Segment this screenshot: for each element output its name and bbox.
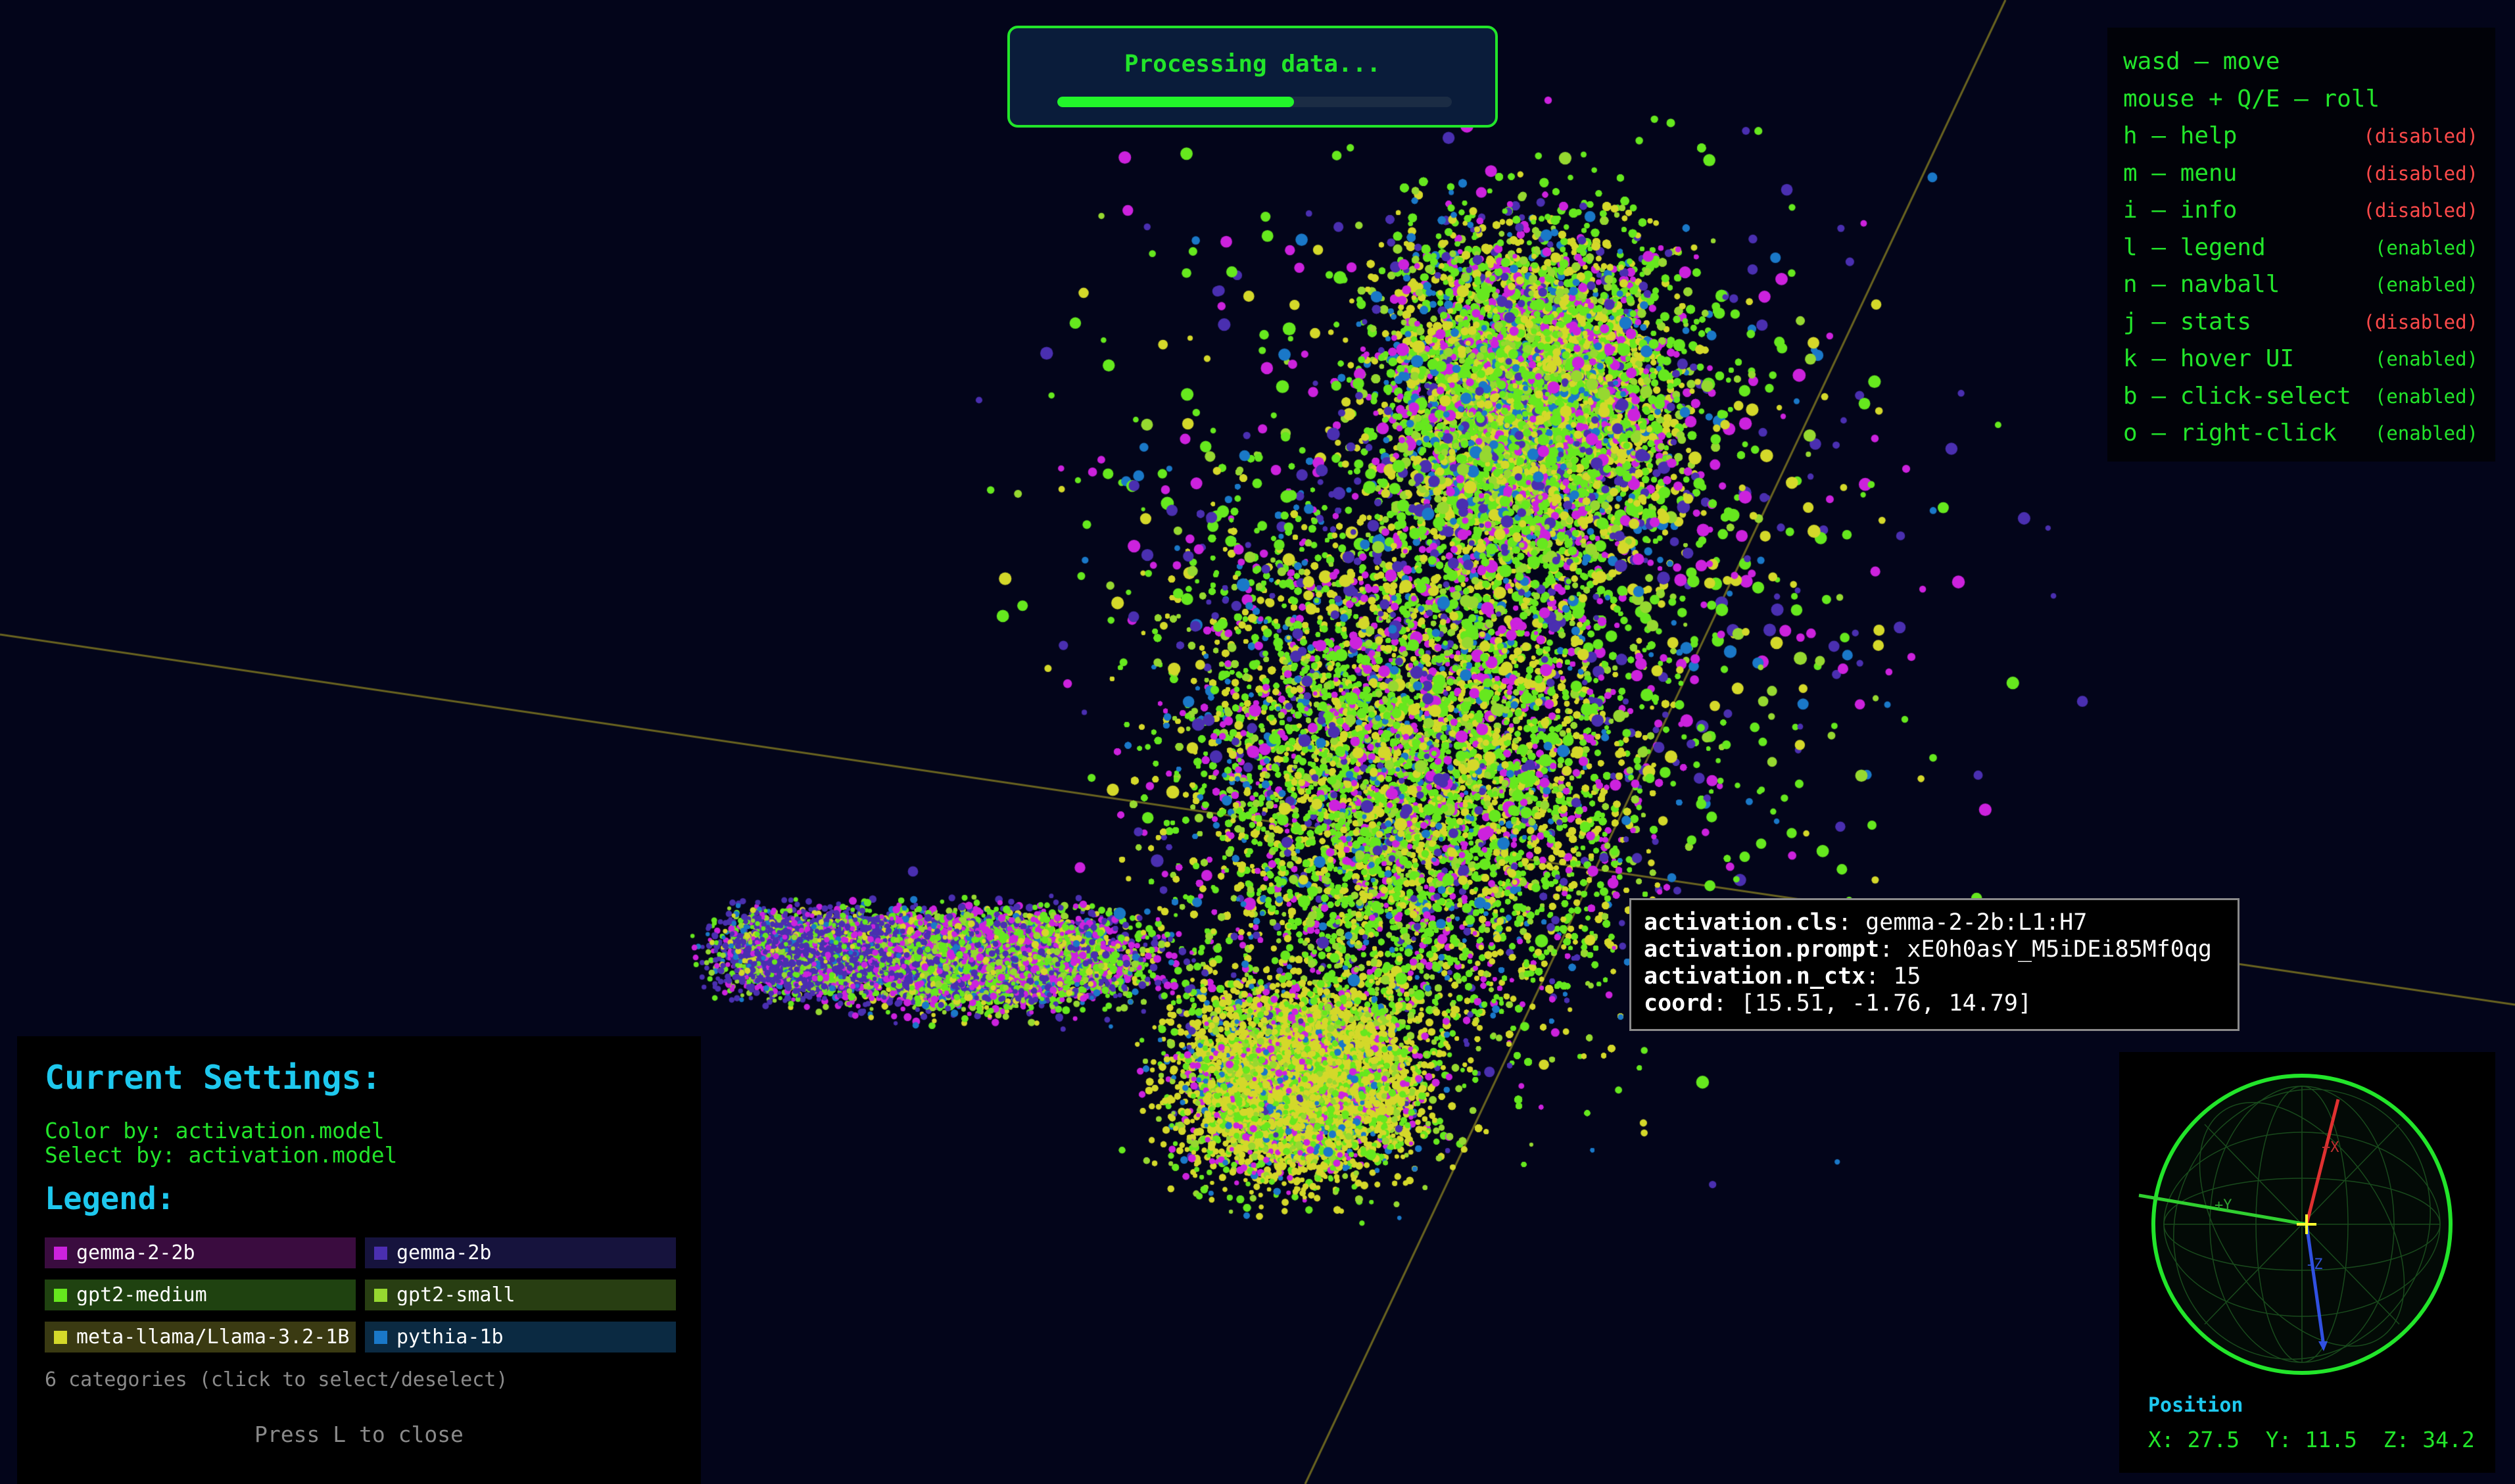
key-help-state: (enabled) (2374, 274, 2478, 296)
position-readout: X: 27.5 Y: 11.5 Z: 34.2 (2148, 1427, 2475, 1452)
key-help-row: m – menu (disabled) (2123, 156, 2478, 194)
legend-swatch (374, 1289, 387, 1302)
key-help-state: (enabled) (2374, 422, 2478, 444)
key-help-state: (enabled) (2374, 236, 2478, 259)
key-help-state: (disabled) (2363, 310, 2478, 333)
legend-item[interactable]: gemma-2b (365, 1237, 676, 1268)
progress-bar-fill (1057, 97, 1294, 107)
tooltip-row: activation.n_ctx: 15 (1644, 963, 1921, 990)
key-help-row: i – info (disabled) (2123, 193, 2478, 231)
tooltip-row: activation.prompt: xE0h0asY_M5iDEi85Mf0q… (1644, 936, 2212, 963)
tooltip-key: activation.cls (1644, 909, 1838, 936)
tooltip-value: gemma-2-2b:L1:H7 (1865, 909, 2088, 936)
legend-item[interactable]: gemma-2-2b (45, 1237, 356, 1268)
tooltip-row: activation.cls: gemma-2-2b:L1:H7 (1644, 909, 2088, 936)
legend-swatch (54, 1247, 67, 1260)
key-help-row: b – click-select (enabled) (2123, 379, 2478, 417)
navball-label-y: +Y (2215, 1197, 2232, 1214)
legend-label: gemma-2-2b (76, 1241, 195, 1264)
key-help-row: mouse + Q/E – roll (2123, 82, 2478, 120)
key-help-label: h – help (2123, 122, 2238, 149)
navball-z-arrow (2318, 1341, 2328, 1351)
keyboard-help-panel: wasd – move mouse + Q/E – roll h – help (di… (2107, 28, 2495, 462)
navball-panel: +X +Y -Z Position X: 27.5 Y: 11.5 Z: 34.… (2119, 1052, 2495, 1473)
key-help-state: (enabled) (2374, 348, 2478, 370)
legend-item[interactable]: meta-llama/Llama-3.2-1B (45, 1322, 356, 1352)
key-help-row: wasd – move (2123, 45, 2478, 82)
legend-label: gpt2-medium (76, 1283, 207, 1306)
key-help-state: (enabled) (2374, 385, 2478, 408)
tooltip-key: coord (1644, 990, 1713, 1017)
legend-label: meta-llama/Llama-3.2-1B (76, 1326, 350, 1349)
key-help-label: m – menu (2123, 159, 2238, 187)
legend-item[interactable]: gpt2-small (365, 1280, 676, 1310)
key-help-label: b – click-select (2123, 382, 2351, 410)
legend-close-hint: Press L to close (254, 1422, 464, 1447)
navball-z-axis (2305, 1224, 2325, 1342)
legend-title: Legend: (45, 1181, 176, 1217)
legend-swatch (374, 1247, 387, 1260)
settings-legend-panel: Current Settings: Color by: activation.m… (17, 1036, 701, 1484)
tooltip-value: [15.51, -1.76, 14.79] (1740, 990, 2032, 1017)
tooltip-row: coord: [15.51, -1.76, 14.79] (1644, 990, 2032, 1017)
navball-x-axis (2305, 1099, 2340, 1225)
navball-label-z: -Z (2305, 1257, 2323, 1273)
key-help-label: o – right-click (2123, 419, 2337, 446)
settings-title: Current Settings: (45, 1059, 381, 1097)
key-help-row: o – right-click (enabled) (2123, 416, 2478, 454)
position-title: Position (2148, 1394, 2243, 1417)
key-help-row: n – navball (enabled) (2123, 268, 2478, 305)
tooltip-value: 15 (1893, 963, 1921, 990)
legend-item[interactable]: gpt2-medium (45, 1280, 356, 1310)
color-by-setting: Color by: activation.model (45, 1118, 385, 1143)
legend-label: pythia-1b (396, 1326, 504, 1349)
tooltip-value: xE0h0asY_M5iDEi85Mf0qg (1907, 936, 2212, 963)
navball-y-axis (2138, 1193, 2307, 1226)
key-help-state: (disabled) (2363, 125, 2478, 147)
tooltip-key: activation.prompt (1644, 936, 1880, 963)
hover-tooltip: activation.cls: gemma-2-2b:L1:H7 activati… (1629, 898, 2240, 1031)
key-help-label: i – info (2123, 197, 2238, 224)
legend-swatch (54, 1331, 67, 1344)
legend-label: gemma-2b (396, 1241, 492, 1264)
navball-widget[interactable]: +X +Y -Z (2119, 1052, 2495, 1381)
progress-box: Processing data... (1007, 26, 1498, 128)
key-help-label: j – stats (2123, 308, 2252, 335)
navball-label-x: +X (2322, 1139, 2339, 1156)
tooltip-key: activation.n_ctx (1644, 963, 1866, 990)
key-help-row: j – stats (disabled) (2123, 305, 2478, 343)
key-help-label: n – navball (2123, 271, 2280, 298)
progress-text: Processing data... (1124, 51, 1381, 78)
key-help-state: (disabled) (2363, 162, 2478, 185)
legend-count-hint: 6 categories (click to select/deselect) (45, 1368, 508, 1391)
key-help-label: k – hover UI (2123, 345, 2295, 372)
key-help-row: l – legend (enabled) (2123, 231, 2478, 268)
key-help-row: h – help (disabled) (2123, 119, 2478, 156)
select-by-setting: Select by: activation.model (45, 1142, 398, 1168)
key-help-state: (disabled) (2363, 199, 2478, 222)
key-help-label: wasd – move (2123, 48, 2280, 75)
key-help-label: l – legend (2123, 233, 2266, 261)
key-help-label: mouse + Q/E – roll (2123, 85, 2380, 112)
legend-swatch (54, 1289, 67, 1302)
progress-bar (1057, 97, 1452, 107)
legend-item[interactable]: pythia-1b (365, 1322, 676, 1352)
legend-label: gpt2-small (396, 1283, 515, 1306)
legend-swatch (374, 1331, 387, 1344)
key-help-row: k – hover UI (enabled) (2123, 342, 2478, 379)
